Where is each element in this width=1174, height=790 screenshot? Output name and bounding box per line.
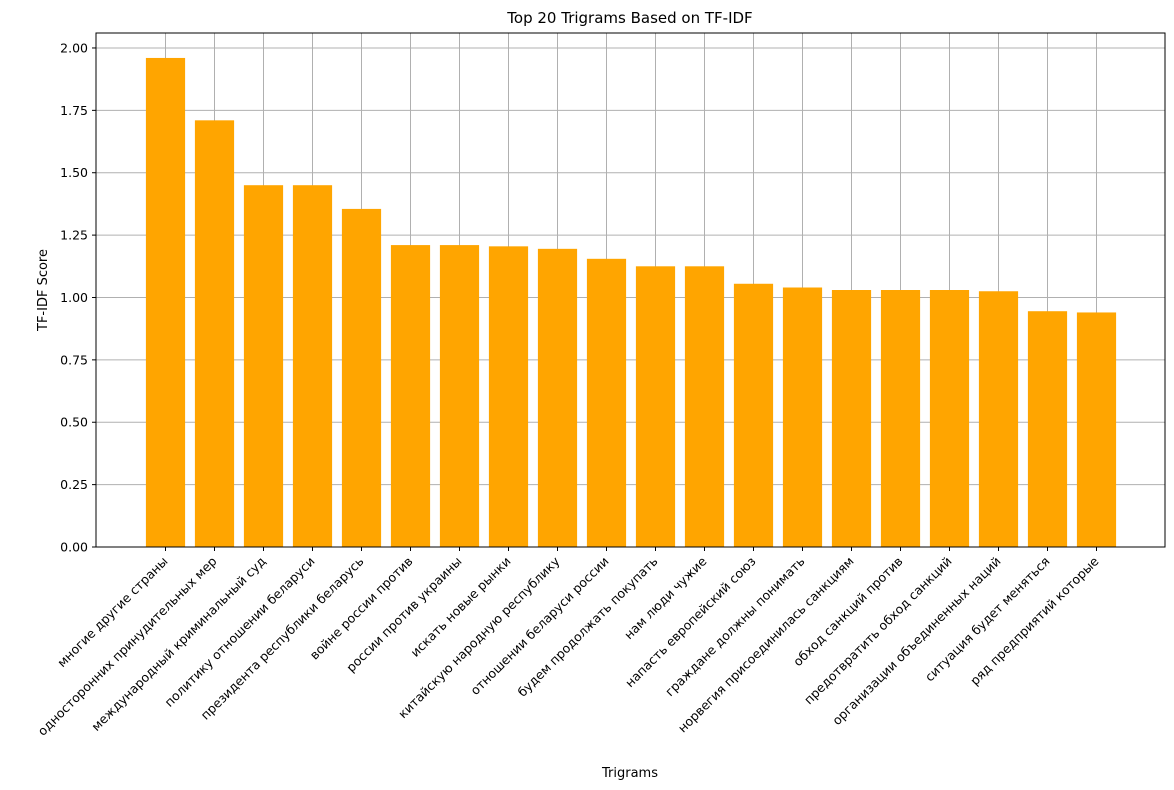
bar-15: [831, 290, 872, 547]
bar-19: [1027, 311, 1068, 547]
y-tick-label: 0.25: [60, 477, 88, 492]
bar-8: [488, 246, 529, 547]
y-tick-label: 1.75: [60, 103, 88, 118]
bar-9: [537, 248, 578, 548]
plot-frame: [95, 32, 1166, 548]
bar-18: [978, 291, 1019, 547]
x-tick-label: международный криминальный суд: [88, 554, 268, 734]
y-tick-label: 0.50: [60, 415, 88, 430]
y-tick-label: 0.75: [60, 352, 88, 367]
y-axis-label: TF-IDF Score: [36, 249, 51, 332]
x-tick-label: норвегия присоединилась санкциям: [675, 554, 857, 736]
x-axis-label: Trigrams: [601, 766, 658, 781]
bar-16: [880, 290, 921, 547]
bar-12: [684, 266, 725, 547]
bar-7: [439, 245, 480, 547]
bar-20: [1076, 312, 1117, 547]
bar-4: [292, 185, 333, 547]
bar-17: [929, 290, 970, 547]
x-tick-label: организации объединенных наций: [829, 554, 1004, 729]
bar-10: [586, 258, 627, 547]
bar-13: [733, 283, 774, 547]
y-tick-label: 2.00: [60, 40, 88, 55]
y-tick-label: 1.50: [60, 165, 88, 180]
x-tick-label: нам люди чужие: [621, 553, 710, 642]
bar-6: [390, 245, 431, 547]
y-tick-label: 1.00: [60, 290, 88, 305]
bar-5: [341, 208, 382, 547]
bar-14: [782, 287, 823, 547]
chart-title: Top 20 Trigrams Based on TF-IDF: [506, 9, 752, 27]
y-tick-label: 0.00: [60, 540, 88, 555]
bar-1: [145, 57, 186, 548]
y-tick-label: 1.25: [60, 228, 88, 243]
bar-11: [635, 266, 676, 547]
y-axis: 0.00 0.25 0.50 0.75 1.00 1.25 1.50 1.75 2.00: [60, 40, 96, 555]
x-tick-label: односторонних принудительных мер: [35, 553, 220, 738]
bars: [145, 57, 1117, 548]
bar-3: [243, 185, 284, 547]
bar-2: [194, 120, 235, 548]
